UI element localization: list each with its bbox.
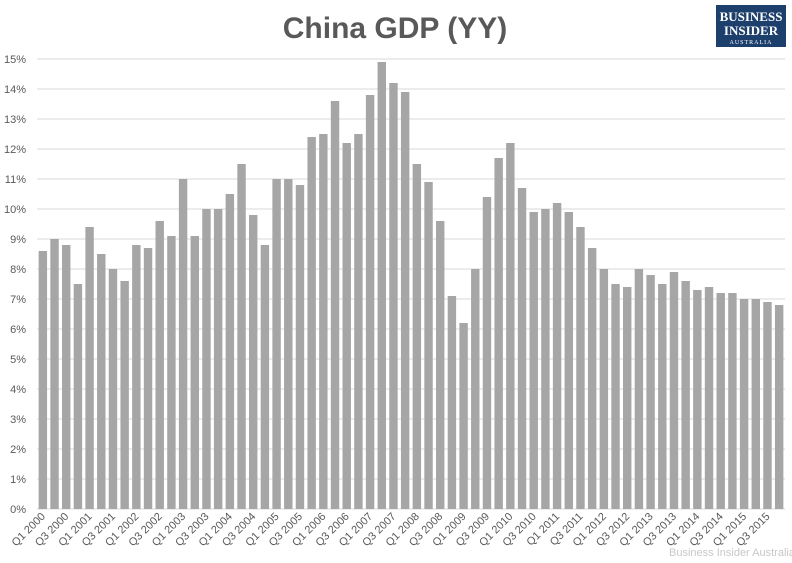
bar: [167, 236, 176, 509]
y-tick-label: 8%: [10, 264, 26, 276]
bar: [658, 284, 667, 509]
bar: [482, 197, 492, 509]
bar: [611, 284, 620, 509]
bar: [494, 158, 503, 509]
bar: [143, 248, 153, 509]
y-tick-label: 5%: [10, 354, 26, 366]
y-tick-label: 1%: [10, 474, 26, 486]
logo-text: BUSINESS: [720, 9, 783, 24]
y-tick-label: 0%: [10, 504, 26, 516]
bar: [284, 179, 293, 509]
y-tick-label: 10%: [4, 204, 26, 216]
bar: [249, 215, 258, 509]
logo-text: INSIDER: [724, 23, 779, 38]
bar: [774, 305, 784, 509]
bar: [552, 203, 562, 509]
y-tick-label: 2%: [10, 444, 26, 456]
bar: [751, 299, 760, 509]
bar: [178, 179, 188, 509]
bar: [260, 245, 270, 509]
logo-box: [716, 5, 786, 47]
bar: [225, 194, 235, 509]
bar: [506, 143, 515, 509]
chart-title: China GDP (YY): [283, 12, 507, 45]
bar: [669, 272, 679, 509]
bar: [400, 92, 410, 509]
bar: [132, 245, 141, 509]
y-tick-label: 14%: [4, 84, 26, 96]
bar: [646, 275, 655, 509]
y-tick-label: 9%: [10, 234, 26, 246]
bar: [108, 269, 118, 509]
bar: [295, 185, 305, 509]
bar: [424, 182, 433, 509]
y-tick-label: 4%: [10, 384, 26, 396]
bar: [50, 239, 59, 509]
bar: [330, 101, 340, 509]
bar: [716, 293, 725, 509]
y-tick-label: 7%: [10, 294, 26, 306]
bar: [529, 212, 538, 509]
bar: [365, 95, 375, 509]
bar: [38, 251, 48, 509]
bar: [85, 227, 94, 509]
y-tick-label: 15%: [4, 54, 26, 66]
watermark: Business Insider Australia: [669, 547, 792, 559]
y-tick-label: 12%: [4, 144, 26, 156]
bar: [307, 137, 316, 509]
bar: [471, 269, 480, 509]
bar: [389, 83, 398, 509]
bar: [412, 164, 422, 509]
bar: [436, 221, 445, 509]
bar: [576, 227, 585, 509]
bar: [541, 209, 550, 509]
bar: [237, 164, 246, 509]
bar: [681, 281, 690, 509]
bar: [459, 323, 468, 509]
bar: [704, 287, 714, 509]
y-tick-label: 13%: [4, 114, 26, 126]
bar: [342, 143, 351, 509]
bar: [73, 284, 83, 509]
bar: [97, 254, 106, 509]
bar: [377, 62, 386, 509]
bar: [564, 212, 573, 509]
bar: [120, 281, 129, 509]
logo-text: AUSTRALIA: [730, 40, 773, 46]
bar: [739, 299, 749, 509]
bar: [354, 134, 363, 509]
bar: [272, 179, 281, 509]
bar: [623, 287, 632, 509]
bar: [587, 248, 597, 509]
y-tick-label: 11%: [5, 174, 26, 186]
bar: [319, 134, 328, 509]
bar: [599, 269, 609, 509]
y-tick-label: 3%: [10, 414, 26, 426]
bar: [763, 302, 772, 509]
bar: [517, 188, 527, 509]
y-tick-label: 6%: [10, 324, 26, 336]
bar: [62, 245, 71, 509]
bar: [447, 296, 457, 509]
bar: [693, 290, 702, 509]
bar: [202, 209, 211, 509]
bar: [634, 269, 644, 509]
bar: [155, 221, 164, 509]
bar: [213, 209, 223, 509]
bar: [728, 293, 737, 509]
bar: [190, 236, 199, 509]
